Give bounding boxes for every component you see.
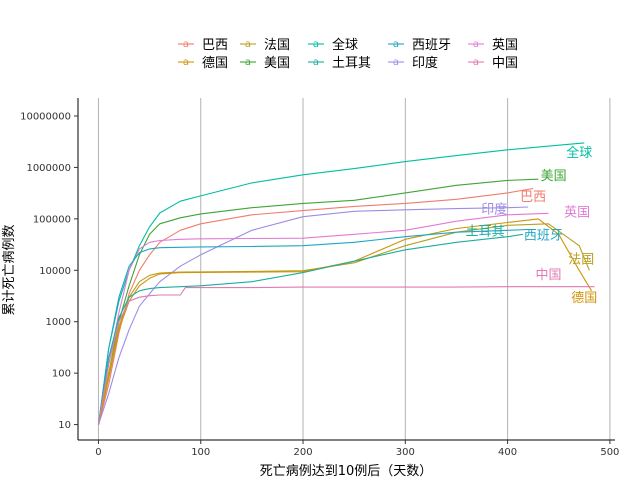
- x-tick-labels: 0 100 200 300 400 500: [95, 440, 619, 458]
- y-tick-label-10000000: 10000000: [20, 112, 71, 123]
- legend-key-glyph-巴西: a: [183, 39, 189, 50]
- legend-label-土耳其: 土耳其: [332, 56, 371, 71]
- legend-key-glyph-印度: a: [393, 57, 399, 68]
- legend-key-glyph-法国: a: [245, 39, 251, 50]
- legend-label-巴西: 巴西: [202, 38, 228, 53]
- series-label-西班牙: 西班牙: [524, 228, 563, 243]
- legend-key-glyph-土耳其: a: [313, 57, 319, 68]
- legend-key-glyph-美国: a: [245, 57, 251, 68]
- x-axis-label: 死亡病例达到10例后（天数）: [260, 464, 433, 479]
- legend-key-glyph-英国: a: [473, 39, 479, 50]
- series-label-德国: 德国: [571, 291, 597, 306]
- x-tick-label-400: 400: [498, 447, 517, 458]
- y-tick-label-10000: 10000: [39, 266, 71, 277]
- x-tick-label-0: 0: [95, 447, 101, 458]
- legend-key-glyph-全球: a: [313, 39, 319, 50]
- x-tick-label-100: 100: [191, 447, 210, 458]
- y-tick-label-100: 100: [52, 369, 71, 380]
- legend-label-印度: 印度: [412, 55, 438, 71]
- series-line-土耳其: [97, 233, 523, 425]
- legend-key-glyph-中国: a: [473, 57, 479, 68]
- series-line-法国: [97, 223, 590, 425]
- x-tick-label-200: 200: [293, 447, 312, 458]
- x-tick-label-500: 500: [600, 447, 619, 458]
- legend-label-德国: 德国: [202, 56, 228, 71]
- series-label-英国: 英国: [564, 205, 590, 220]
- legend-label-美国: 美国: [264, 56, 290, 71]
- legend-label-中国: 中国: [492, 56, 518, 71]
- legend: a 巴西 a 法国 a 全球 a 西班牙 a 英国 a 德国 a 美国 a 土耳其 a 印度 a 中国: [178, 37, 518, 71]
- y-tick-label-1000: 1000: [46, 317, 71, 328]
- series-line-德国: [97, 218, 592, 425]
- series-lines: [97, 142, 595, 425]
- series-line-中国: [97, 286, 595, 425]
- series-label-土耳其: 土耳其: [466, 224, 505, 239]
- series-line-英国: [97, 212, 549, 425]
- series-line-西班牙: [97, 228, 529, 425]
- legend-key-glyph-德国: a: [183, 57, 189, 68]
- series-label-巴西: 巴西: [520, 190, 546, 205]
- legend-key-glyph-西班牙: a: [393, 39, 399, 50]
- legend-label-英国: 英国: [492, 38, 518, 53]
- axes: [77, 98, 615, 441]
- series-label-全球: 全球: [566, 145, 592, 161]
- y-tick-label-10: 10: [58, 420, 71, 431]
- series-line-全球: [97, 142, 585, 425]
- gridlines: [97, 98, 611, 440]
- y-tick-label-1000000: 1000000: [26, 163, 71, 174]
- series-line-印度: [97, 206, 529, 425]
- x-tick-label-300: 300: [396, 447, 415, 458]
- series-line-美国: [97, 178, 539, 425]
- series-label-中国: 中国: [536, 268, 562, 283]
- legend-label-西班牙: 西班牙: [412, 38, 451, 53]
- y-tick-label-100000: 100000: [33, 214, 71, 225]
- series-label-法国: 法国: [568, 252, 594, 267]
- series-label-美国: 美国: [541, 169, 567, 184]
- legend-label-全球: 全球: [332, 37, 358, 53]
- y-axis-label: 累计死亡病例数: [2, 224, 17, 315]
- legend-label-法国: 法国: [264, 38, 290, 53]
- series-label-印度: 印度: [481, 201, 507, 217]
- y-tick-labels: 10 100 1000 10000 100000 1000000 10000000: [20, 112, 78, 431]
